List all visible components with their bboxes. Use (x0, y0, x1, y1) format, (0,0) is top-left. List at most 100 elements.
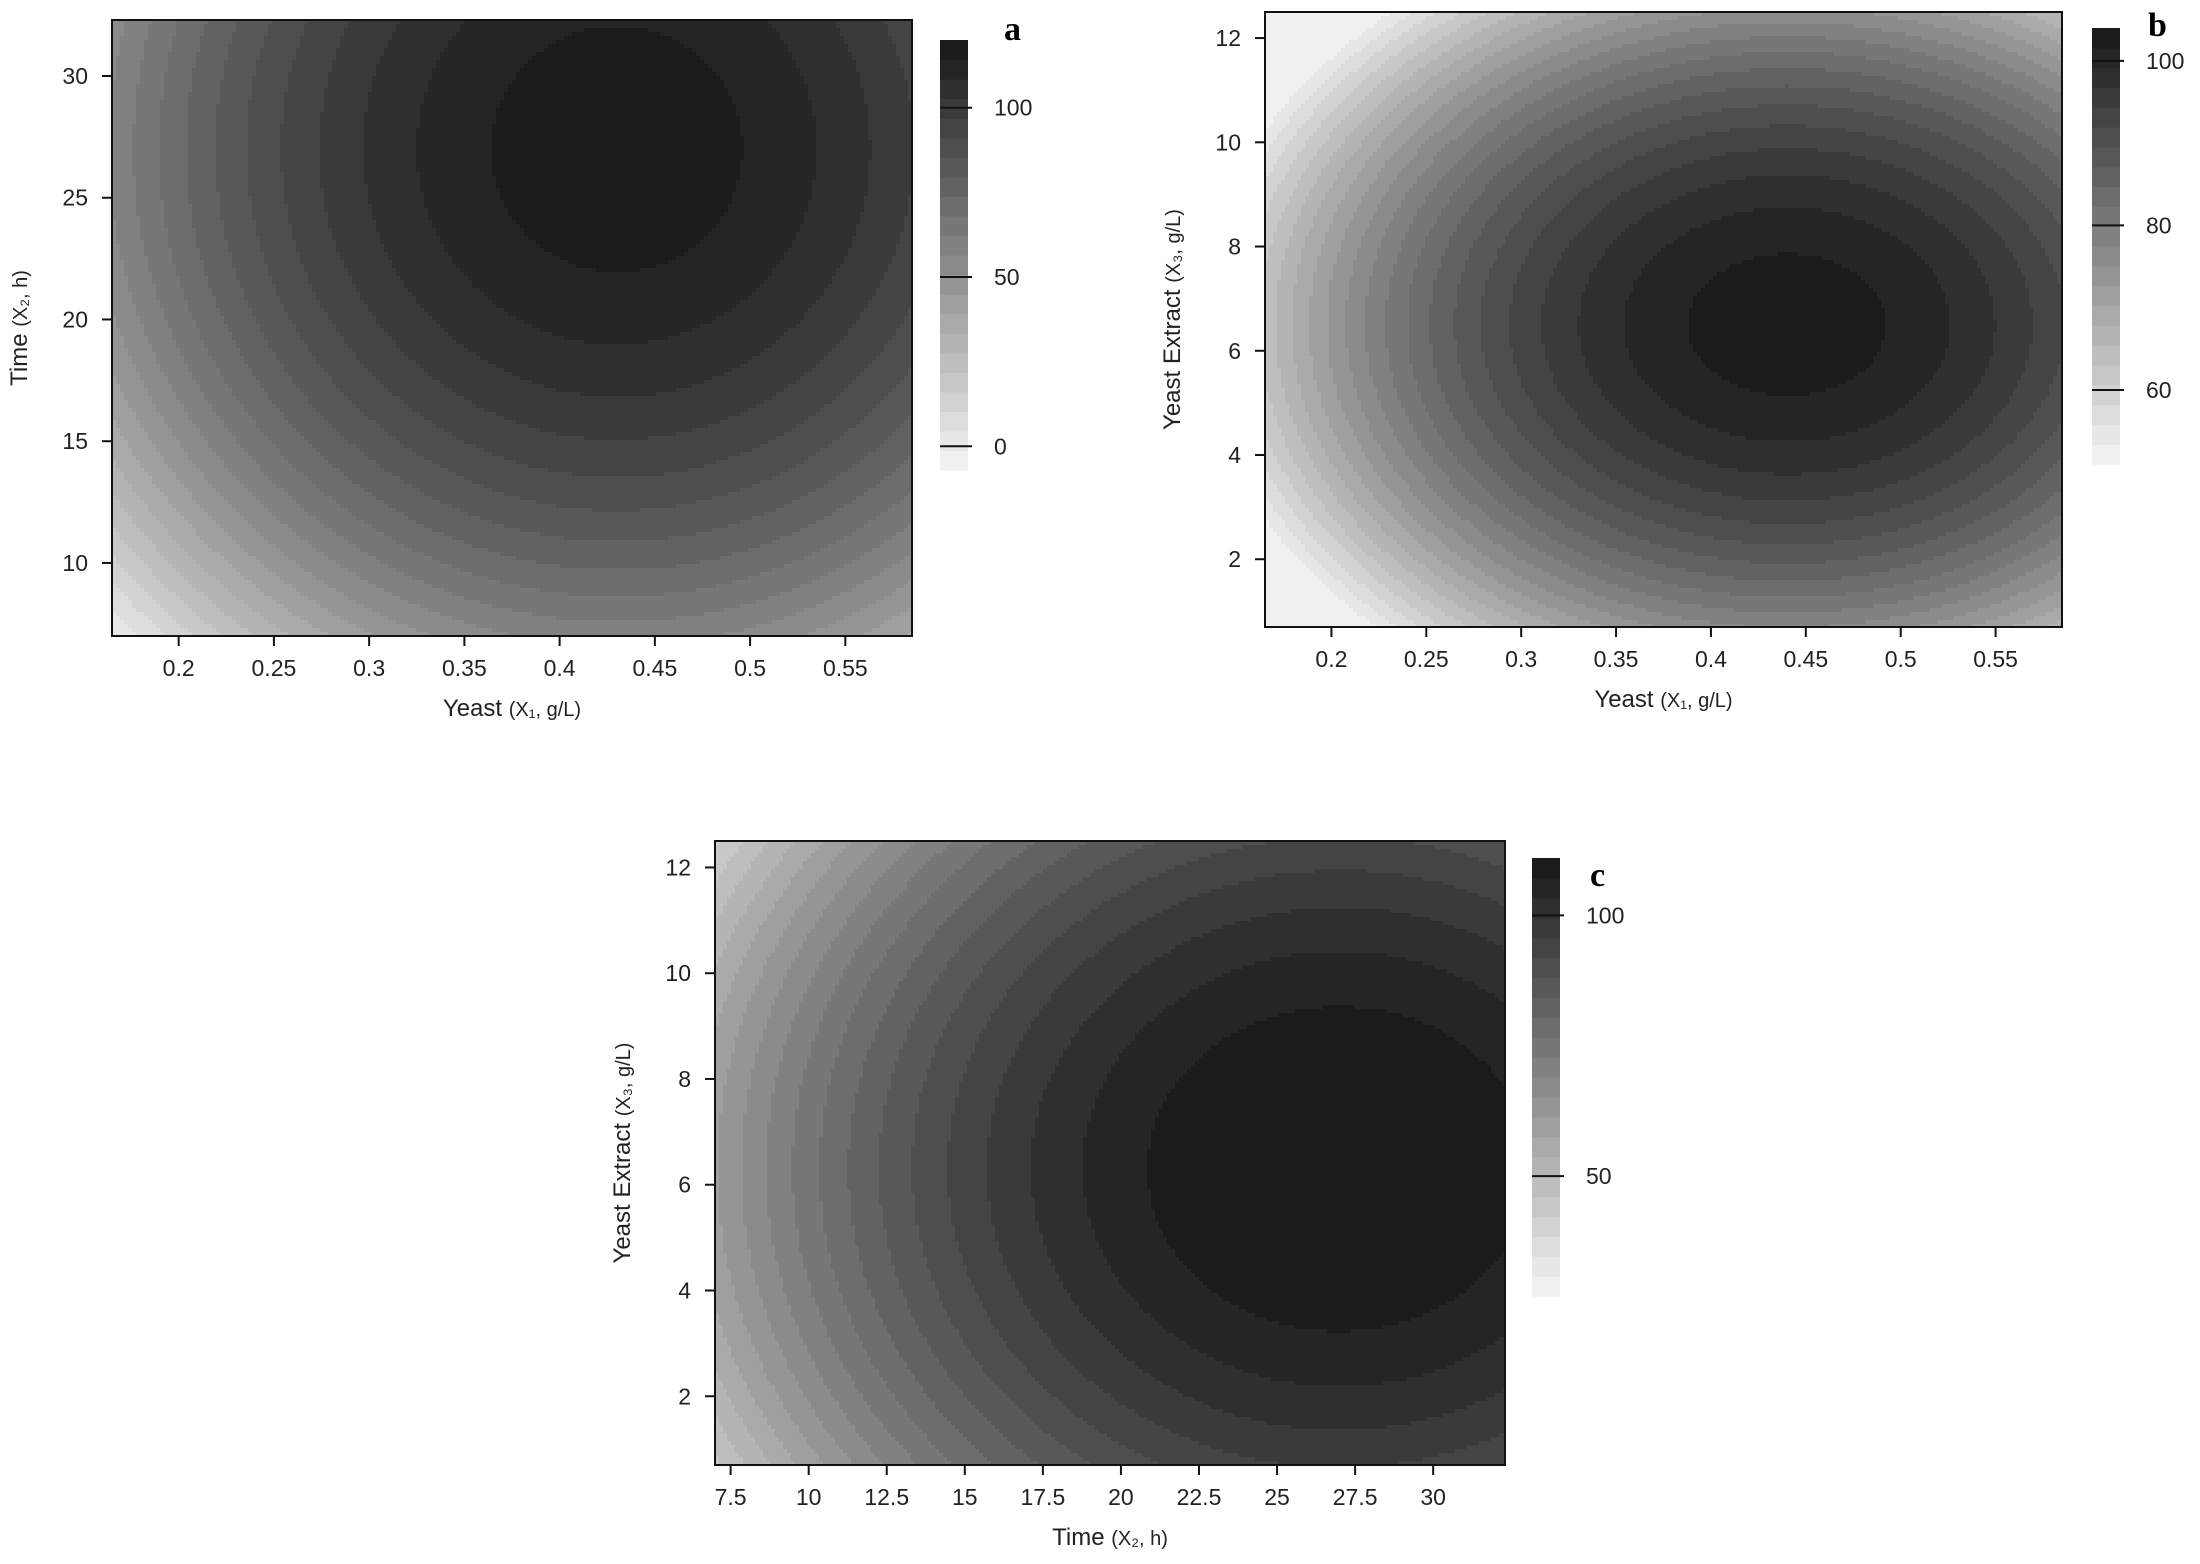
colorbar-a: 0 50 100 (940, 40, 1032, 471)
x-tick-label: 0.45 (1783, 646, 1828, 672)
colorbar-segment (1532, 858, 1560, 879)
x-tick-label: 0.4 (1695, 646, 1727, 672)
y-tick-label: 10 (62, 550, 88, 576)
y-tick-label: 20 (62, 306, 88, 332)
colorbar-segment (1532, 1157, 1560, 1178)
y-tick-label: 6 (678, 1172, 691, 1198)
y-tick-label: 25 (62, 185, 88, 211)
x-tick-label: 0.5 (734, 655, 766, 681)
colorbar-segment (2092, 385, 2120, 405)
y-tick-label: 4 (1228, 442, 1241, 468)
colorbar-segment (940, 372, 968, 392)
panel-b: 0.2 0.25 0.3 0.35 0.4 0.45 0.5 0.5524681012Yeas… (1159, 7, 2184, 713)
colorbar-segment (2092, 28, 2120, 48)
colorbar-segment (2092, 266, 2120, 286)
colorbar-segment (2092, 345, 2120, 365)
colorbar-segment (940, 40, 968, 60)
x-tick-label: 0.4 (544, 655, 576, 681)
y-tick-label: 30 (62, 63, 88, 89)
y-tick-label: 15 (62, 428, 88, 454)
colorbar-tick-label: 100 (994, 95, 1032, 121)
colorbar-tick-label: 0 (994, 433, 1007, 459)
colorbar-segment (2092, 87, 2120, 107)
colorbar-segment (1532, 938, 1560, 959)
x-tick-label: 0.2 (1315, 646, 1347, 672)
colorbar-segment (2092, 127, 2120, 147)
y-axis-label: Yeast Extract (X₃, g/L) (1159, 209, 1186, 430)
x-tick-label: 10 (796, 1484, 822, 1510)
y-tick-label: 2 (1228, 546, 1241, 572)
colorbar-segment (1532, 1196, 1560, 1217)
colorbar-segment (940, 314, 968, 334)
colorbar-tick-label: 50 (1586, 1163, 1612, 1189)
colorbar-segment (2092, 365, 2120, 385)
panel-a: 0.2 0.25 0.3 0.35 0.4 0.45 0.5 0.551015202530Ye… (6, 11, 1032, 722)
colorbar-tick-label: 80 (2146, 212, 2172, 238)
colorbar-segment (2092, 325, 2120, 345)
colorbar-segment (1532, 1177, 1560, 1198)
y-tick-label: 4 (678, 1277, 691, 1303)
panel-label: b (2148, 7, 2167, 44)
colorbar-segment (2092, 107, 2120, 127)
colorbar-segment (1532, 1137, 1560, 1158)
y-tick-label: 12 (1215, 25, 1241, 51)
colorbar-segment (2092, 246, 2120, 266)
x-tick-label: 12.5 (864, 1484, 909, 1510)
x-tick-label: 0.25 (1404, 646, 1449, 672)
colorbar-segment (940, 411, 968, 431)
contour-field-a (112, 20, 913, 637)
panel-label: c (1590, 857, 1605, 894)
x-tick-label: 30 (1420, 1484, 1446, 1510)
colorbar-segment (1532, 878, 1560, 899)
x-tick-label: 0.55 (823, 655, 868, 681)
y-tick-label: 12 (665, 854, 691, 880)
y-tick-label: 2 (678, 1383, 691, 1409)
colorbar-tick-label: 60 (2146, 377, 2172, 403)
x-axis-label: Yeast (X₁, g/L) (443, 695, 581, 722)
colorbar-segment (1532, 1017, 1560, 1038)
colorbar-segment (940, 431, 968, 451)
colorbar-segment (940, 216, 968, 236)
colorbar-tick-label: 100 (2146, 48, 2184, 74)
x-tick-label: 0.25 (252, 655, 297, 681)
colorbar-segment (2092, 206, 2120, 226)
colorbar-tick-label: 50 (994, 264, 1020, 290)
x-tick-label: 0.5 (1885, 646, 1917, 672)
colorbar-segment (1532, 958, 1560, 979)
colorbar-segment (940, 353, 968, 373)
x-tick-label: 0.3 (353, 655, 385, 681)
panel-label: a (1004, 11, 1021, 48)
colorbar-segment (940, 450, 968, 470)
colorbar-segment (1532, 1057, 1560, 1078)
x-axis-label: Time (X₂, h) (1052, 1524, 1168, 1551)
x-tick-label: 27.5 (1333, 1484, 1378, 1510)
x-tick-label: 20 (1108, 1484, 1134, 1510)
colorbar-segment (2092, 405, 2120, 425)
x-tick-label: 0.45 (632, 655, 677, 681)
colorbar-segment (940, 255, 968, 275)
y-axis-label: Time (X₂, h) (6, 270, 33, 386)
x-tick-label: 17.5 (1020, 1484, 1065, 1510)
x-tick-label: 15 (952, 1484, 978, 1510)
y-tick-label: 10 (1215, 129, 1241, 155)
colorbar-segment (940, 196, 968, 216)
x-tick-label: 22.5 (1177, 1484, 1222, 1510)
x-tick-label: 7.5 (715, 1484, 747, 1510)
y-tick-label: 6 (1228, 338, 1241, 364)
y-tick-label: 8 (678, 1066, 691, 1092)
x-tick-label: 0.3 (1505, 646, 1537, 672)
colorbar-segment (1532, 1216, 1560, 1237)
colorbar-segment (2092, 305, 2120, 325)
colorbar-b: 60 80 100 (2092, 28, 2184, 465)
panel-c: 7.5 10 12.5 15 17.5 20 22.5 25 27.5 3024681012Tim… (609, 841, 1624, 1551)
x-tick-label: 0.35 (1594, 646, 1639, 672)
x-tick-label: 25 (1264, 1484, 1290, 1510)
colorbar-segment (2092, 167, 2120, 187)
colorbar-segment (2092, 147, 2120, 167)
colorbar-segment (940, 79, 968, 99)
colorbar-segment (1532, 1236, 1560, 1257)
colorbar-segment (1532, 1256, 1560, 1277)
colorbar-segment (1532, 918, 1560, 939)
colorbar-segment (1532, 1097, 1560, 1118)
